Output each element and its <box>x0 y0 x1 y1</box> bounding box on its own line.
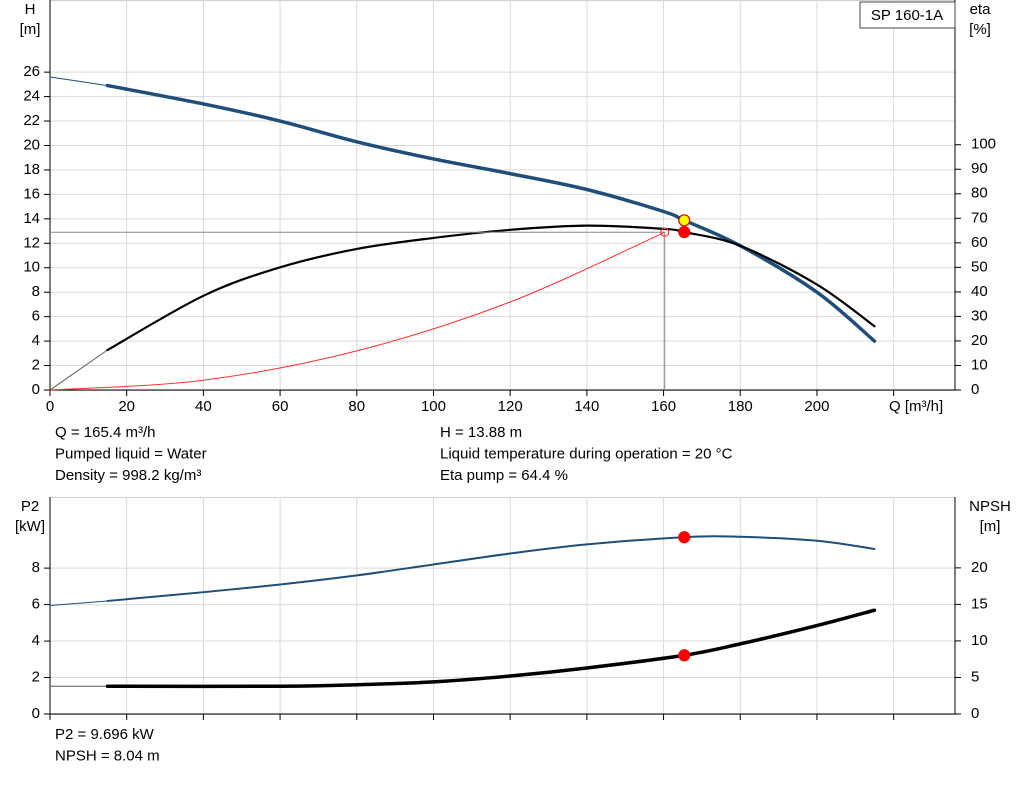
y-tick-label: 6 <box>32 308 40 325</box>
info-text: Eta pump = 64.4 % <box>440 467 568 484</box>
operating-point <box>660 227 670 237</box>
curve <box>49 600 109 606</box>
curve <box>106 535 876 602</box>
y2-tick-label: 0 <box>971 381 979 398</box>
y-tick-label: 2 <box>32 357 40 374</box>
y2-tick-label: 40 <box>971 283 988 300</box>
y-tick-label: 6 <box>32 596 40 613</box>
y-tick-label: 20 <box>23 136 40 153</box>
y2-axis-unit: [%] <box>969 21 991 38</box>
y-tick-label: 24 <box>23 88 40 105</box>
x-tick-label: 180 <box>728 398 753 415</box>
y2-axis-label: NPSH <box>969 498 1011 515</box>
y-tick-label: 4 <box>32 632 40 649</box>
curve <box>105 608 877 689</box>
info-text: P2 = 9.696 kW <box>55 726 155 743</box>
title-box <box>859 1 956 29</box>
y-tick-label: 0 <box>32 705 40 722</box>
operating-point <box>678 531 691 544</box>
y2-tick-label: 90 <box>971 160 988 177</box>
curve <box>49 231 666 391</box>
chart-title: SP 160-1A <box>871 7 943 24</box>
info-text: Pumped liquid = Water <box>55 445 207 462</box>
x-tick-label: 80 <box>348 398 365 415</box>
y2-tick-label: 50 <box>971 258 988 275</box>
y2-tick-label: 10 <box>971 356 988 373</box>
y-tick-label: 26 <box>23 63 40 80</box>
y2-tick-label: 15 <box>971 595 988 612</box>
y2-tick-label: 5 <box>971 668 979 685</box>
y2-tick-label: 10 <box>971 632 988 649</box>
x-axis-label: Q [m³/h] <box>889 398 943 415</box>
info-text: H = 13.88 m <box>440 424 522 441</box>
y-tick-label: 2 <box>32 668 40 685</box>
y-tick-label: 0 <box>32 381 40 398</box>
x-tick-label: 20 <box>118 398 135 415</box>
x-tick-label: 140 <box>574 398 599 415</box>
y-axis-label: H <box>25 1 36 18</box>
x-tick-label: 120 <box>498 398 523 415</box>
y2-tick-label: 100 <box>971 136 996 153</box>
y2-tick-label: 0 <box>971 705 979 722</box>
y2-tick-label: 70 <box>971 209 988 226</box>
y-tick-label: 10 <box>23 259 40 276</box>
x-tick-label: 60 <box>272 398 289 415</box>
info-text: NPSH = 8.04 m <box>55 747 160 764</box>
y-axis-unit: [kW] <box>15 518 45 535</box>
x-tick-label: 200 <box>804 398 829 415</box>
y2-tick-label: 30 <box>971 307 988 324</box>
y-tick-label: 16 <box>23 185 40 202</box>
y-tick-label: 12 <box>23 234 40 251</box>
plot-area <box>49 0 956 391</box>
x-tick-label: 100 <box>421 398 446 415</box>
y-axis-label: P2 <box>21 498 39 515</box>
y-tick-label: 22 <box>23 112 40 129</box>
y-tick-label: 8 <box>32 559 40 576</box>
curve <box>49 76 109 87</box>
y2-axis-label: eta <box>970 1 992 18</box>
operating-point <box>678 649 691 662</box>
x-tick-label: 160 <box>651 398 676 415</box>
y2-tick-label: 20 <box>971 332 988 349</box>
y2-tick-label: 80 <box>971 185 988 202</box>
operating-point <box>678 225 691 239</box>
info-text: Density = 998.2 kg/m³ <box>55 467 201 484</box>
y-tick-label: 8 <box>32 283 40 300</box>
y-tick-label: 18 <box>23 161 40 178</box>
y-axis-unit: [m] <box>20 21 41 38</box>
y-tick-label: 14 <box>23 210 40 227</box>
x-tick-label: 0 <box>46 398 54 415</box>
x-tick-label: 40 <box>195 398 212 415</box>
curve <box>106 224 876 352</box>
y2-tick-label: 60 <box>971 234 988 251</box>
operating-point <box>678 214 691 227</box>
y-tick-label: 4 <box>32 332 40 349</box>
info-text: Q = 165.4 m³/h <box>55 424 155 441</box>
plot-area <box>49 497 956 715</box>
y2-tick-label: 20 <box>971 559 988 576</box>
curve <box>105 83 877 343</box>
curve <box>49 349 109 391</box>
y2-axis-unit: [m] <box>980 518 1001 535</box>
info-text: Liquid temperature during operation = 20… <box>440 445 733 462</box>
